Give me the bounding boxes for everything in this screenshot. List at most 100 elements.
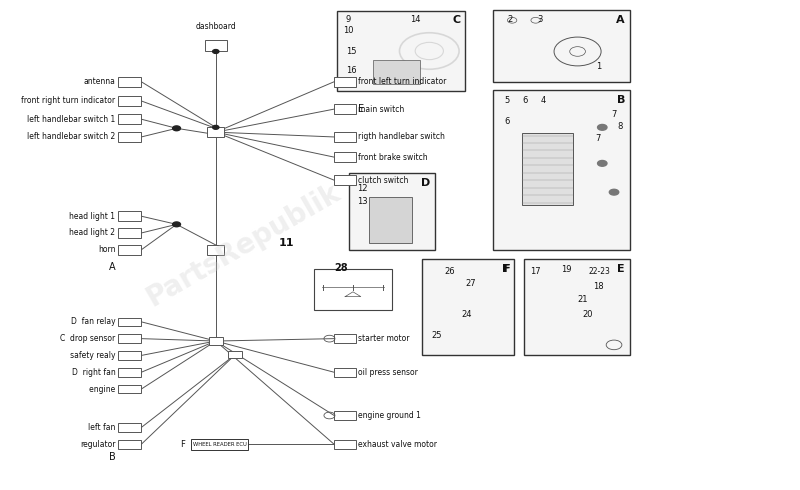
Text: antenna: antenna [83,77,115,86]
Text: D  fan relay: D fan relay [70,318,115,326]
Text: clutch switch: clutch switch [358,176,408,185]
Circle shape [173,126,181,131]
Text: 22-23: 22-23 [588,267,610,275]
Bar [373,60,419,84]
Text: rigth handlebar switch: rigth handlebar switch [358,132,445,142]
Text: 8: 8 [618,122,623,131]
Text: 28: 28 [334,263,348,273]
Text: 24: 24 [461,310,472,319]
Text: F: F [502,264,510,274]
Text: 6: 6 [504,117,510,126]
Bar [524,259,630,355]
Text: 11: 11 [278,238,294,247]
Text: 5: 5 [504,96,510,105]
Circle shape [610,189,618,195]
Text: 19: 19 [562,265,572,274]
Bar [369,197,412,243]
Bar [118,318,142,326]
Bar [334,104,356,114]
Bar [207,127,224,137]
Bar [118,423,142,432]
Bar [118,334,142,343]
Text: dashboard: dashboard [195,23,236,31]
Text: 16: 16 [346,66,357,75]
Text: A: A [616,15,625,24]
Text: D  right fan: D right fan [72,368,115,377]
Bar [334,152,356,162]
Text: 26: 26 [444,267,454,275]
Text: 2: 2 [507,16,512,24]
Circle shape [173,222,181,227]
Text: C  drop sensor: C drop sensor [60,334,115,343]
Text: D: D [422,178,430,188]
Bar [338,11,465,91]
Bar [118,228,142,238]
Text: horn: horn [98,245,115,254]
Bar [118,96,142,106]
Bar [334,411,356,420]
Bar [118,385,142,393]
Bar [118,245,142,255]
Text: front right turn indicator: front right turn indicator [22,97,115,105]
Text: F: F [180,440,185,449]
Text: front brake switch: front brake switch [358,152,427,162]
Bar [522,133,574,205]
Bar [205,40,226,51]
Text: 15: 15 [346,47,357,56]
Bar [118,114,142,124]
Circle shape [213,49,219,53]
Text: 1: 1 [596,62,601,71]
Text: 21: 21 [577,295,588,304]
Text: A: A [109,262,115,271]
Text: 14: 14 [410,16,421,24]
Text: PartsRepublik: PartsRepublik [142,178,345,312]
Text: regulator: regulator [80,440,115,449]
Bar [207,245,224,255]
Text: E: E [358,104,364,114]
Text: B: B [617,95,625,105]
Text: oil press sensor: oil press sensor [358,368,418,377]
Bar [228,351,242,358]
Bar [422,259,514,355]
Text: exhaust valve motor: exhaust valve motor [358,440,437,449]
Bar [118,211,142,221]
Text: 4: 4 [541,96,546,105]
Bar [118,351,142,360]
Text: 10: 10 [343,26,354,35]
Text: C: C [452,16,460,25]
Text: engine: engine [82,385,115,393]
Text: 17: 17 [530,267,541,275]
Bar [118,440,142,449]
Circle shape [598,161,607,166]
Bar [334,77,356,87]
Text: front left turn indicator: front left turn indicator [358,77,446,86]
Text: left handlebar switch 1: left handlebar switch 1 [27,115,115,123]
Bar [334,368,356,377]
Bar [209,337,223,345]
Bar [493,10,630,82]
Text: 20: 20 [582,310,593,319]
Bar [493,90,630,250]
Text: main switch: main switch [358,104,404,114]
Bar [191,439,248,449]
Text: 7: 7 [596,134,601,143]
Text: F: F [503,264,510,274]
Text: left handlebar switch 2: left handlebar switch 2 [27,132,115,142]
Bar [334,334,356,343]
Bar [118,132,142,142]
Text: 27: 27 [465,279,476,288]
Text: 12: 12 [357,184,367,193]
Text: starter motor: starter motor [358,334,409,343]
Bar [349,173,435,250]
Text: 6: 6 [522,96,528,105]
Text: 3: 3 [537,16,542,24]
Text: head light 1: head light 1 [70,212,115,220]
Bar [314,269,392,310]
Text: 7: 7 [611,110,617,119]
Text: 25: 25 [431,331,442,341]
Text: engine ground 1: engine ground 1 [358,411,421,420]
Bar [118,77,142,87]
Text: 9: 9 [346,16,351,24]
Text: 13: 13 [357,197,367,206]
Text: WHEEL READER ECU: WHEEL READER ECU [193,442,246,447]
